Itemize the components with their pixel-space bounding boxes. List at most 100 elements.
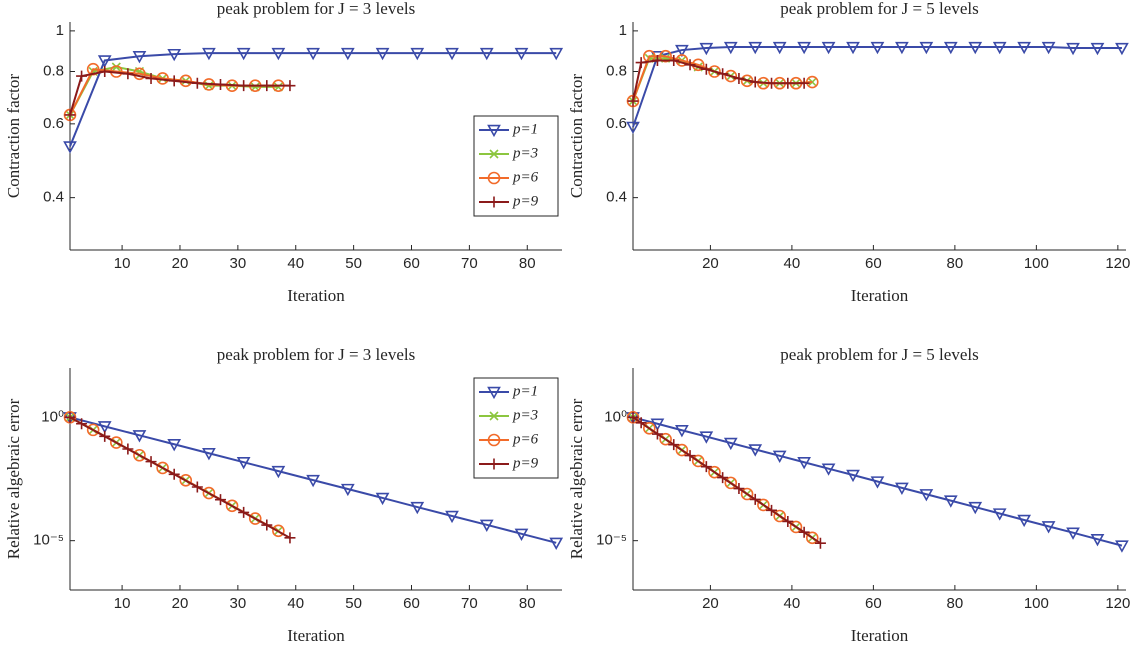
x-tick-label: 20 (702, 255, 719, 272)
series-line (69, 65, 279, 116)
marker (870, 41, 885, 55)
x-tick-label: 60 (865, 595, 882, 612)
y-tick-label: 1 (619, 22, 627, 39)
marker (1066, 527, 1080, 540)
subplot-title: peak problem for J = 5 levels (780, 345, 978, 364)
subplot-title: peak problem for J = 3 levels (217, 0, 415, 18)
marker (635, 417, 647, 429)
marker (122, 68, 134, 80)
legend-box (473, 115, 559, 217)
x-tick-label: 10 (114, 595, 131, 612)
marker (659, 49, 672, 63)
x-tick-label: 120 (1105, 595, 1130, 612)
marker (724, 476, 738, 490)
x-tick-label: 30 (230, 255, 247, 272)
marker (225, 499, 239, 513)
series-line (632, 57, 813, 102)
marker (487, 124, 501, 138)
y-tick-label: 10⁻⁵ (33, 532, 64, 549)
x-tick-label: 60 (403, 595, 420, 612)
marker (895, 482, 909, 496)
marker (699, 431, 714, 444)
series-line (632, 59, 805, 102)
marker (97, 421, 112, 434)
marker (487, 386, 501, 400)
marker (684, 450, 696, 462)
marker (846, 41, 860, 55)
marker (1017, 514, 1031, 528)
series-line (69, 416, 557, 544)
marker (99, 430, 111, 442)
marker (668, 439, 680, 451)
marker (271, 465, 286, 479)
x-axis-label: Iteration (287, 626, 345, 645)
marker (766, 504, 778, 516)
marker (63, 141, 77, 154)
y-tick-label: 10⁰ (604, 408, 627, 425)
marker (1115, 540, 1129, 553)
marker (284, 80, 296, 92)
marker (766, 77, 778, 89)
marker (675, 443, 689, 457)
marker (284, 532, 296, 544)
x-tick-label: 10 (114, 255, 131, 272)
marker (668, 54, 680, 66)
legend: p=1 p=3 p=6 p=9 (473, 115, 559, 217)
marker (445, 510, 459, 524)
marker (626, 121, 640, 135)
x-axis-label: Iteration (287, 286, 345, 305)
marker (992, 41, 1007, 55)
marker (846, 469, 860, 483)
marker (445, 47, 459, 61)
marker (691, 454, 705, 468)
y-tick-label: 1 (56, 22, 64, 39)
y-tick-label: 10⁰ (41, 408, 64, 425)
marker (684, 59, 696, 71)
series-line (632, 416, 1123, 547)
marker (261, 80, 273, 92)
marker (821, 41, 836, 55)
marker (488, 458, 500, 470)
subplot-title: peak problem for J = 5 levels (780, 0, 978, 18)
marker (773, 509, 786, 523)
marker (740, 487, 754, 501)
marker (272, 524, 285, 538)
marker (943, 41, 958, 55)
marker (700, 461, 712, 473)
marker (782, 515, 794, 527)
marker (772, 450, 787, 463)
series-line (632, 46, 1122, 128)
marker (99, 65, 111, 77)
marker (479, 47, 494, 61)
x-tick-label: 80 (947, 255, 964, 272)
marker (97, 55, 112, 68)
x-tick-label: 40 (784, 255, 801, 272)
marker (76, 418, 88, 430)
x-tick-label: 20 (172, 595, 189, 612)
legend-label: p=6 (512, 431, 539, 447)
series-line (69, 416, 291, 539)
marker (627, 95, 639, 107)
marker (167, 48, 182, 62)
x-tick-label: 30 (230, 595, 247, 612)
marker (968, 41, 983, 55)
y-tick-label: 10⁻⁵ (596, 532, 627, 549)
marker (782, 77, 794, 89)
legend-label: p=3 (512, 407, 538, 423)
marker (651, 428, 663, 440)
marker (167, 439, 182, 452)
legend-label: p=9 (512, 193, 539, 209)
x-tick-label: 70 (461, 255, 478, 272)
marker (191, 77, 203, 89)
marker (708, 65, 721, 78)
legend-label: p=1 (512, 383, 538, 399)
marker (895, 41, 909, 55)
marker (156, 461, 169, 475)
marker (487, 171, 501, 185)
marker (261, 519, 273, 531)
legend-label: p=1 (512, 121, 538, 137)
marker (340, 483, 355, 497)
marker (1017, 41, 1031, 55)
marker (76, 70, 88, 82)
